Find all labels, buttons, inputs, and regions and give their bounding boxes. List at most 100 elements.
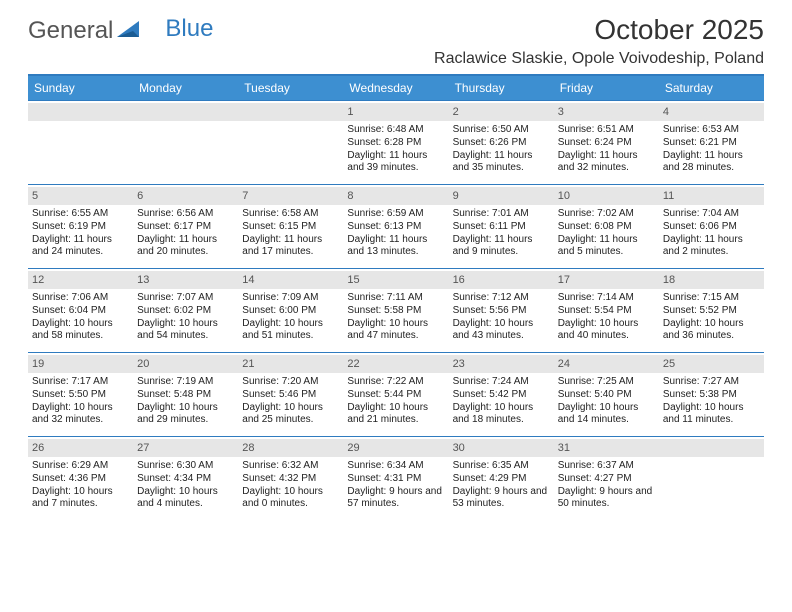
calendar-cell: 11 Sunrise: 7:04 AM Sunset: 6:06 PM Dayli… [659, 184, 764, 268]
calendar-cell: 7 Sunrise: 6:58 AM Sunset: 6:15 PM Daylig… [238, 184, 343, 268]
day-details: Sunrise: 7:09 AM Sunset: 6:00 PM Dayligh… [242, 292, 339, 343]
day-number: 17 [554, 271, 659, 289]
day-number [28, 103, 133, 121]
day-number: 4 [659, 103, 764, 121]
calendar-cell: 23 Sunrise: 7:24 AM Sunset: 5:42 PM Dayli… [449, 352, 554, 436]
day-number: 19 [28, 355, 133, 373]
calendar-cell: 13 Sunrise: 7:07 AM Sunset: 6:02 PM Dayli… [133, 268, 238, 352]
calendar-cell: 18 Sunrise: 7:15 AM Sunset: 5:52 PM Dayli… [659, 268, 764, 352]
day-number: 21 [238, 355, 343, 373]
day-header: Saturday [659, 76, 764, 100]
calendar-cell-empty [238, 100, 343, 184]
day-number: 18 [659, 271, 764, 289]
title-block: October 2025 Raclawice Slaskie, Opole Vo… [434, 14, 764, 68]
day-details: Sunrise: 6:35 AM Sunset: 4:29 PM Dayligh… [453, 460, 550, 511]
calendar-cell: 6Sunrise: 6:56 AM Sunset: 6:17 PM Daylig… [133, 184, 238, 268]
day-number: 23 [449, 355, 554, 373]
page: General Blue October 2025 Raclawice Slas… [0, 0, 792, 538]
day-number: 27 [133, 439, 238, 457]
calendar-cell: 8Sunrise: 6:59 AM Sunset: 6:13 PM Daylig… [343, 184, 448, 268]
day-number: 20 [133, 355, 238, 373]
calendar-cell: 5 Sunrise: 6:55 AM Sunset: 6:19 PM Daylig… [28, 184, 133, 268]
day-details: Sunrise: 7:24 AM Sunset: 5:42 PM Dayligh… [453, 376, 550, 427]
day-details: Sunrise: 6:50 AM Sunset: 6:26 PM Dayligh… [453, 124, 550, 175]
day-header: Tuesday [238, 76, 343, 100]
day-number: 10 [554, 187, 659, 205]
day-header: Thursday [449, 76, 554, 100]
day-details: Sunrise: 6:30 AM Sunset: 4:34 PM Dayligh… [137, 460, 234, 511]
day-details: Sunrise: 6:37 AM Sunset: 4:27 PM Dayligh… [558, 460, 655, 511]
calendar-cell: 29 Sunrise: 6:34 AM Sunset: 4:31 PM Dayli… [343, 436, 448, 520]
day-number: 13 [133, 271, 238, 289]
day-number [238, 103, 343, 121]
calendar-grid: SundayMondayTuesdayWednesdayThursdayFrid… [28, 74, 764, 520]
day-number: 22 [343, 355, 448, 373]
calendar-cell: 2 Sunrise: 6:50 AM Sunset: 6:26 PM Daylig… [449, 100, 554, 184]
day-details: Sunrise: 6:58 AM Sunset: 6:15 PM Dayligh… [242, 208, 339, 259]
day-details: Sunrise: 7:11 AM Sunset: 5:58 PM Dayligh… [347, 292, 444, 343]
calendar-cell: 30 Sunrise: 6:35 AM Sunset: 4:29 PM Dayli… [449, 436, 554, 520]
day-number: 14 [238, 271, 343, 289]
day-number: 29 [343, 439, 448, 457]
day-header: Sunday [28, 76, 133, 100]
day-details: Sunrise: 7:17 AM Sunset: 5:50 PM Dayligh… [32, 376, 129, 427]
calendar-cell: 3 Sunrise: 6:51 AM Sunset: 6:24 PM Daylig… [554, 100, 659, 184]
day-details: Sunrise: 7:14 AM Sunset: 5:54 PM Dayligh… [558, 292, 655, 343]
calendar-cell: 22Sunrise: 7:22 AM Sunset: 5:44 PM Dayli… [343, 352, 448, 436]
day-details: Sunrise: 6:55 AM Sunset: 6:19 PM Dayligh… [32, 208, 129, 259]
day-details: Sunrise: 7:19 AM Sunset: 5:48 PM Dayligh… [137, 376, 234, 427]
day-number: 25 [659, 355, 764, 373]
calendar-cell-empty [659, 436, 764, 520]
day-details: Sunrise: 7:04 AM Sunset: 6:06 PM Dayligh… [663, 208, 760, 259]
calendar-cell: 15 Sunrise: 7:11 AM Sunset: 5:58 PM Dayli… [343, 268, 448, 352]
day-number: 24 [554, 355, 659, 373]
day-number: 7 [238, 187, 343, 205]
day-details: Sunrise: 7:15 AM Sunset: 5:52 PM Dayligh… [663, 292, 760, 343]
calendar-cell: 20 Sunrise: 7:19 AM Sunset: 5:48 PM Dayli… [133, 352, 238, 436]
day-details: Sunrise: 7:07 AM Sunset: 6:02 PM Dayligh… [137, 292, 234, 343]
calendar-cell-empty [133, 100, 238, 184]
calendar-cell: 9Sunrise: 7:01 AM Sunset: 6:11 PM Daylig… [449, 184, 554, 268]
logo-word-blue: Blue [165, 15, 213, 43]
calendar-cell: 17 Sunrise: 7:14 AM Sunset: 5:54 PM Dayli… [554, 268, 659, 352]
day-number: 5 [28, 187, 133, 205]
day-details: Sunrise: 6:48 AM Sunset: 6:28 PM Dayligh… [347, 124, 444, 175]
day-details: Sunrise: 6:53 AM Sunset: 6:21 PM Dayligh… [663, 124, 760, 175]
calendar-cell-empty [28, 100, 133, 184]
month-title: October 2025 [434, 14, 764, 46]
day-details: Sunrise: 6:29 AM Sunset: 4:36 PM Dayligh… [32, 460, 129, 511]
day-details: Sunrise: 7:25 AM Sunset: 5:40 PM Dayligh… [558, 376, 655, 427]
calendar-cell: 27 Sunrise: 6:30 AM Sunset: 4:34 PM Dayli… [133, 436, 238, 520]
day-details: Sunrise: 6:32 AM Sunset: 4:32 PM Dayligh… [242, 460, 339, 511]
day-details: Sunrise: 6:59 AM Sunset: 6:13 PM Dayligh… [347, 208, 444, 259]
calendar-cell: 16Sunrise: 7:12 AM Sunset: 5:56 PM Dayli… [449, 268, 554, 352]
day-details: Sunrise: 7:20 AM Sunset: 5:46 PM Dayligh… [242, 376, 339, 427]
calendar-cell: 12Sunrise: 7:06 AM Sunset: 6:04 PM Dayli… [28, 268, 133, 352]
calendar-cell: 25Sunrise: 7:27 AM Sunset: 5:38 PM Dayli… [659, 352, 764, 436]
day-details: Sunrise: 6:51 AM Sunset: 6:24 PM Dayligh… [558, 124, 655, 175]
day-details: Sunrise: 7:06 AM Sunset: 6:04 PM Dayligh… [32, 292, 129, 343]
day-number: 16 [449, 271, 554, 289]
calendar-cell: 10 Sunrise: 7:02 AM Sunset: 6:08 PM Dayli… [554, 184, 659, 268]
day-number: 11 [659, 187, 764, 205]
day-number: 26 [28, 439, 133, 457]
day-number: 1 [343, 103, 448, 121]
day-number: 2 [449, 103, 554, 121]
calendar-cell: 24 Sunrise: 7:25 AM Sunset: 5:40 PM Dayli… [554, 352, 659, 436]
day-number: 28 [238, 439, 343, 457]
day-number: 31 [554, 439, 659, 457]
calendar-cell: 19 Sunrise: 7:17 AM Sunset: 5:50 PM Dayli… [28, 352, 133, 436]
logo-word-general: General [28, 17, 113, 45]
location-text: Raclawice Slaskie, Opole Voivodeship, Po… [434, 50, 764, 68]
day-details: Sunrise: 6:34 AM Sunset: 4:31 PM Dayligh… [347, 460, 444, 511]
calendar-cell: 26 Sunrise: 6:29 AM Sunset: 4:36 PM Dayli… [28, 436, 133, 520]
day-number: 3 [554, 103, 659, 121]
day-number: 30 [449, 439, 554, 457]
day-number [659, 439, 764, 457]
calendar-cell: 4 Sunrise: 6:53 AM Sunset: 6:21 PM Daylig… [659, 100, 764, 184]
day-details: Sunrise: 6:56 AM Sunset: 6:17 PM Dayligh… [137, 208, 234, 259]
day-number: 15 [343, 271, 448, 289]
day-details: Sunrise: 7:02 AM Sunset: 6:08 PM Dayligh… [558, 208, 655, 259]
day-header: Wednesday [343, 76, 448, 100]
header: General Blue October 2025 Raclawice Slas… [28, 14, 764, 68]
